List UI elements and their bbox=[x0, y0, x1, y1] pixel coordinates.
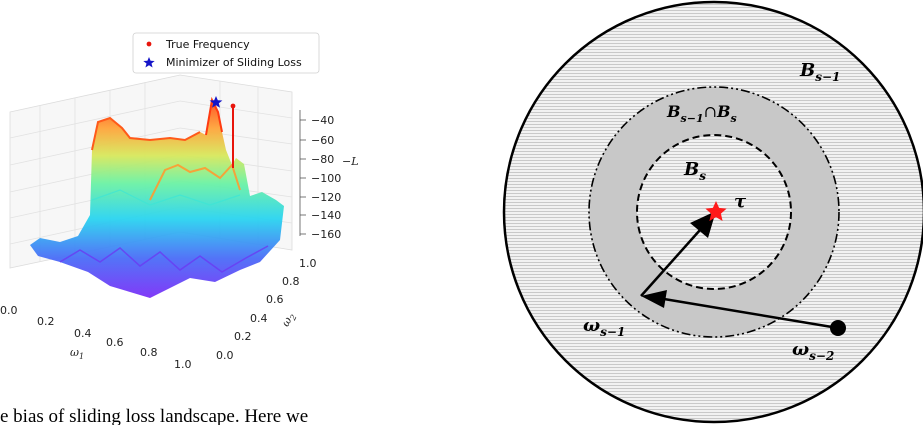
outer-ball-label: Bs−1 bbox=[799, 60, 840, 84]
tau-label: τ bbox=[734, 191, 747, 212]
surface-plot: −40 −60 −80 −100 −120 −140 −160 −L 0.0 0… bbox=[0, 32, 359, 371]
x-tick: 0.8 bbox=[140, 346, 158, 359]
true-frequency-marker bbox=[230, 103, 236, 109]
y-tick: 0.8 bbox=[282, 275, 300, 288]
tau-star-icon bbox=[705, 201, 727, 221]
x-tick: 0.4 bbox=[74, 327, 92, 340]
y-tick: 0.0 bbox=[216, 349, 234, 362]
inner-ball-label: Bs bbox=[683, 159, 706, 183]
arrow-head-tau bbox=[690, 211, 716, 238]
legend: True Frequency Minimizer of Sliding Loss bbox=[132, 32, 320, 74]
y-tick: 0.2 bbox=[234, 330, 252, 343]
x-axis: 0.0 0.2 0.4 0.6 0.8 1.0 ω1 bbox=[0, 304, 192, 371]
z-axis: −40 −60 −80 −100 −120 −140 −160 −L bbox=[299, 110, 359, 241]
z-tick: −60 bbox=[311, 134, 334, 147]
z-tick: −80 bbox=[311, 153, 334, 166]
legend-minimizer-label: Minimizer of Sliding Loss bbox=[166, 56, 302, 69]
x-tick: 1.0 bbox=[174, 358, 192, 371]
y-axis-label: ω2 bbox=[279, 310, 299, 329]
z-tick: −120 bbox=[311, 191, 341, 204]
z-tick: −40 bbox=[311, 114, 334, 127]
x-tick: 0.2 bbox=[37, 315, 55, 328]
legend-minimizer-marker bbox=[143, 57, 155, 68]
z-axis-label: −L bbox=[342, 155, 359, 168]
x-tick: 0.6 bbox=[106, 336, 124, 349]
y-tick: 1.0 bbox=[299, 257, 317, 270]
z-tick: −140 bbox=[311, 209, 341, 222]
omega-prev-label: ωs−1 bbox=[583, 315, 625, 339]
minimizer-marker bbox=[209, 96, 223, 108]
z-tick: −100 bbox=[311, 172, 341, 185]
intersection-label: Bs−1∩Bs bbox=[666, 102, 737, 125]
x-tick: 0.0 bbox=[0, 304, 18, 317]
arrow-to-tau bbox=[640, 229, 701, 297]
omega-prev2-label: ωs−2 bbox=[792, 339, 834, 363]
z-tick: −160 bbox=[311, 228, 341, 241]
arrow-to-omega-prev bbox=[663, 297, 839, 330]
omega-prev2-point bbox=[830, 320, 846, 336]
legend-true-frequency-label: True Frequency bbox=[165, 38, 250, 51]
caption-fragment: e bias of sliding loss landscape. Here w… bbox=[0, 406, 308, 425]
loss-surface bbox=[30, 96, 284, 298]
legend-true-frequency-marker bbox=[146, 41, 152, 47]
y-tick: 0.4 bbox=[250, 312, 268, 325]
y-tick: 0.6 bbox=[266, 293, 284, 306]
x-axis-label: ω1 bbox=[70, 346, 84, 361]
ball-diagram: Bs−1 Bs−1∩Bs Bs τ ωs−1 ωs−2 bbox=[502, 0, 923, 424]
y-axis: 0.0 0.2 0.4 0.6 0.8 1.0 ω2 bbox=[216, 257, 317, 362]
arrow-head-omega-prev bbox=[641, 290, 667, 308]
